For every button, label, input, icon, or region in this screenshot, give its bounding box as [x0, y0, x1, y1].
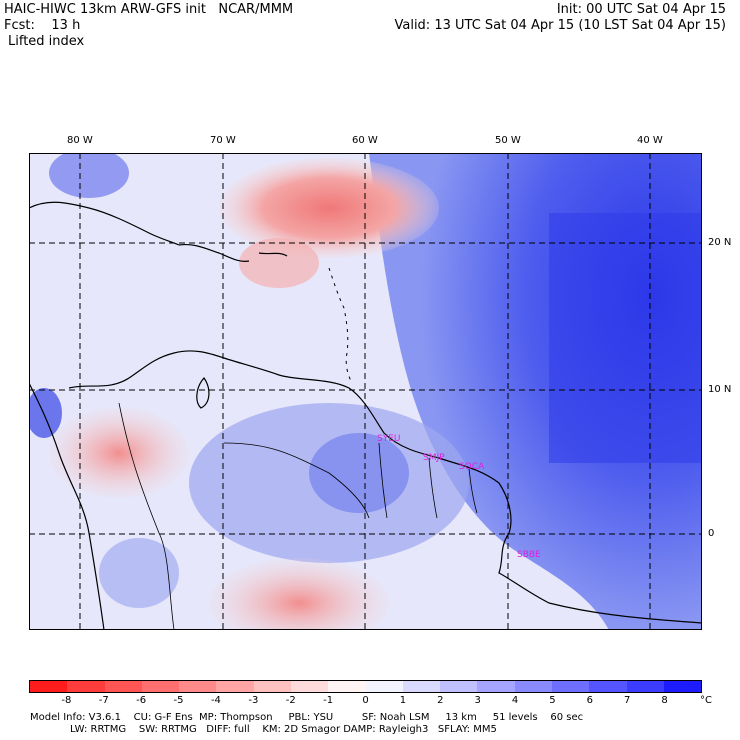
lon-label-40w: 40 W	[637, 135, 663, 146]
lat-label-20n: 20 N	[708, 237, 732, 248]
lon-label-60w: 60 W	[352, 135, 378, 146]
colorbar-segment	[67, 681, 105, 692]
venezuela-brazil-border	[223, 442, 370, 519]
lake-maracaibo	[196, 377, 210, 409]
colorbar-tick-label: 5	[549, 695, 556, 706]
colorbar-segment	[179, 681, 217, 692]
lon-label-80w: 80 W	[67, 135, 93, 146]
colorbar-tick-label: 4	[511, 695, 519, 706]
south-america-coast	[68, 350, 702, 624]
unstable-north-region	[219, 158, 439, 258]
colorbar-segment	[402, 681, 441, 692]
colorbar-tick-label: -2	[285, 695, 296, 706]
colorbar-segment	[216, 681, 254, 692]
lat-label-10n: 10 N	[708, 384, 732, 395]
station-smjp: SMJP	[423, 453, 445, 463]
guyana-border	[378, 442, 388, 519]
colorbar-segment	[30, 681, 68, 692]
colorbar-tick-label: -3	[248, 695, 259, 706]
colorbar-segment	[589, 681, 627, 692]
lat-label-0: 0	[708, 528, 715, 539]
colorbar-segment	[141, 681, 180, 692]
map-border	[29, 153, 702, 630]
puerto-rico-coast	[258, 252, 288, 257]
colorbar-tick-label: 2	[437, 695, 444, 706]
init-time: Init: 00 UTC Sat 04 Apr 15	[556, 2, 726, 17]
colorbar-segment	[365, 681, 403, 692]
colorbar-segment	[626, 681, 664, 692]
lon-label-70w: 70 W	[210, 135, 236, 146]
colorbar-tick-label: -8	[61, 695, 72, 706]
suriname-border	[428, 457, 438, 519]
colorbar-tick-label: -7	[98, 695, 109, 706]
station-syeu: SYEU	[377, 434, 400, 444]
lon-label-50w: 50 W	[495, 135, 521, 146]
colorbar-tick-label: 3	[474, 695, 481, 706]
coastlines	[29, 201, 702, 630]
colorbar-tick-label: 1	[399, 695, 407, 706]
colorbar-tick-label: 8	[661, 695, 668, 706]
colorbar-segment	[663, 681, 702, 692]
colorbar-tick-label: -4	[210, 695, 221, 706]
valid-time: Valid: 13 UTC Sat 04 Apr 15 (10 LST Sat …	[394, 18, 726, 33]
colorbar-segment	[290, 681, 329, 692]
colorbar-tick-label: -6	[136, 695, 147, 706]
colorbar-segment	[514, 681, 552, 692]
lesser-antilles	[328, 267, 352, 382]
colorbar-segment	[328, 681, 366, 692]
unstable-antilles-patch	[239, 238, 319, 288]
colorbar	[29, 680, 702, 693]
colorbar-tick-label: 0	[362, 695, 369, 706]
hispaniola-coast	[178, 243, 250, 262]
field-name: Lifted index	[8, 34, 85, 49]
andes-blue-patch	[99, 538, 179, 608]
unstable-colombia-region	[49, 408, 189, 498]
nw-blue-patch	[49, 153, 129, 198]
unstable-amazon-region	[209, 558, 389, 630]
lifted-index-map: SYEU SMJP SOCA SBBE	[29, 153, 702, 630]
colombia-border	[118, 402, 175, 630]
french-guiana-border	[468, 467, 478, 514]
colorbar-tick-label: 7	[624, 695, 631, 706]
colorbar-tick-label: -5	[173, 695, 184, 706]
cuba-coast	[29, 201, 180, 246]
model-info-line2: LW: RRTMG SW: RRTMG DIFF: full KM: 2D Sm…	[70, 724, 497, 735]
colorbar-segment	[104, 681, 142, 692]
colorbar-segment	[477, 681, 515, 692]
model-title: HAIC-HIWC 13km ARW-GFS init NCAR/MMM	[4, 2, 294, 17]
deep-stable-core	[549, 213, 702, 463]
forecast-hour: Fcst: 13 h	[4, 18, 81, 33]
graticule	[29, 153, 702, 630]
model-info-line1: Model Info: V3.6.1 CU: G-F Ens MP: Thomp…	[30, 712, 584, 723]
colorbar-tick-label: -1	[323, 695, 334, 706]
station-sbbe: SBBE	[517, 550, 541, 560]
pacific-coast	[29, 382, 105, 630]
colorbar-unit: °C	[700, 695, 712, 706]
colorbar-segment	[551, 681, 590, 692]
colorbar-segment	[253, 681, 291, 692]
station-soca: SOCA	[459, 462, 485, 472]
colorbar-segment	[440, 681, 478, 692]
colorbar-tick-label: 6	[586, 695, 594, 706]
borders	[118, 402, 478, 630]
